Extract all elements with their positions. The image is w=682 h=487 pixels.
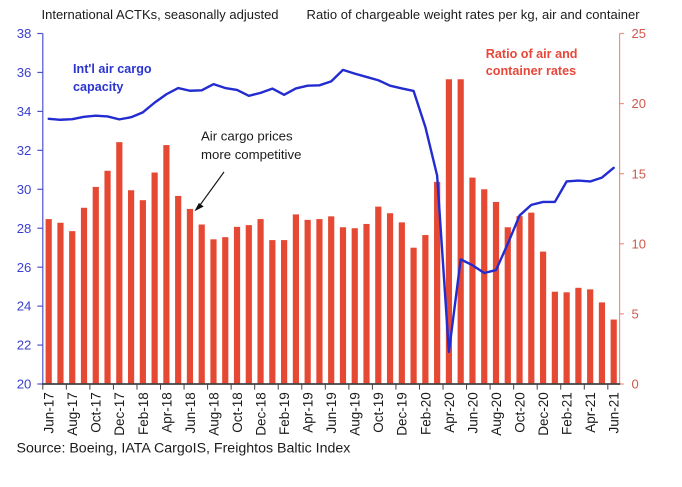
svg-text:Feb-21: Feb-21 — [560, 392, 575, 435]
svg-text:28: 28 — [17, 221, 32, 236]
svg-text:Feb-18: Feb-18 — [136, 392, 151, 435]
svg-text:Dec-20: Dec-20 — [536, 392, 551, 436]
svg-text:more competitive: more competitive — [201, 147, 301, 162]
svg-text:38: 38 — [17, 26, 32, 41]
svg-text:Dec-17: Dec-17 — [112, 392, 127, 436]
svg-text:25: 25 — [632, 26, 646, 41]
svg-text:32: 32 — [17, 143, 32, 158]
svg-text:20: 20 — [17, 377, 32, 392]
svg-text:15: 15 — [632, 166, 646, 181]
svg-text:0: 0 — [632, 377, 639, 392]
svg-text:Jun-21: Jun-21 — [607, 392, 622, 433]
svg-text:Source: Boeing, IATA CargoIS,: Source: Boeing, IATA CargoIS, Freightos … — [17, 440, 351, 456]
svg-text:Aug-17: Aug-17 — [65, 392, 80, 436]
svg-text:5: 5 — [632, 307, 639, 322]
svg-text:capacity: capacity — [73, 80, 123, 94]
svg-text:Jun-19: Jun-19 — [324, 392, 339, 433]
svg-text:Aug-19: Aug-19 — [348, 392, 363, 436]
svg-text:Oct-19: Oct-19 — [371, 392, 386, 433]
svg-text:Ratio of air and: Ratio of air and — [486, 47, 578, 61]
svg-text:26: 26 — [17, 260, 32, 275]
svg-text:Jun-17: Jun-17 — [42, 392, 57, 433]
svg-text:Apr-18: Apr-18 — [159, 392, 174, 433]
svg-text:Aug-20: Aug-20 — [489, 392, 504, 436]
svg-text:Oct-17: Oct-17 — [89, 392, 104, 433]
svg-text:20: 20 — [632, 96, 646, 111]
svg-text:22: 22 — [17, 338, 32, 353]
svg-text:Jun-20: Jun-20 — [465, 392, 480, 433]
svg-text:Apr-20: Apr-20 — [442, 392, 457, 433]
svg-text:Dec-19: Dec-19 — [395, 392, 410, 436]
svg-text:container rates: container rates — [486, 64, 576, 78]
svg-text:30: 30 — [17, 182, 32, 197]
svg-text:Apr-21: Apr-21 — [583, 392, 598, 433]
svg-text:Int'l air cargo: Int'l air cargo — [73, 62, 152, 76]
svg-text:34: 34 — [17, 104, 32, 119]
svg-text:10: 10 — [632, 236, 646, 251]
svg-text:Dec-18: Dec-18 — [253, 392, 268, 436]
svg-text:Feb-19: Feb-19 — [277, 392, 292, 435]
svg-text:36: 36 — [17, 65, 32, 80]
svg-text:Apr-19: Apr-19 — [301, 392, 316, 433]
svg-text:Oct-20: Oct-20 — [512, 392, 527, 433]
svg-text:24: 24 — [17, 299, 32, 314]
svg-text:International ACTKs, seasonall: International ACTKs, seasonally adjusted — [42, 7, 279, 22]
svg-text:Aug-18: Aug-18 — [206, 392, 221, 436]
svg-text:Air cargo prices: Air cargo prices — [201, 129, 293, 144]
svg-text:Jun-18: Jun-18 — [183, 392, 198, 433]
svg-text:Oct-18: Oct-18 — [230, 392, 245, 433]
svg-text:Feb-20: Feb-20 — [418, 392, 433, 435]
svg-text:Ratio of chargeable weight rat: Ratio of chargeable weight rates per kg,… — [307, 7, 641, 22]
